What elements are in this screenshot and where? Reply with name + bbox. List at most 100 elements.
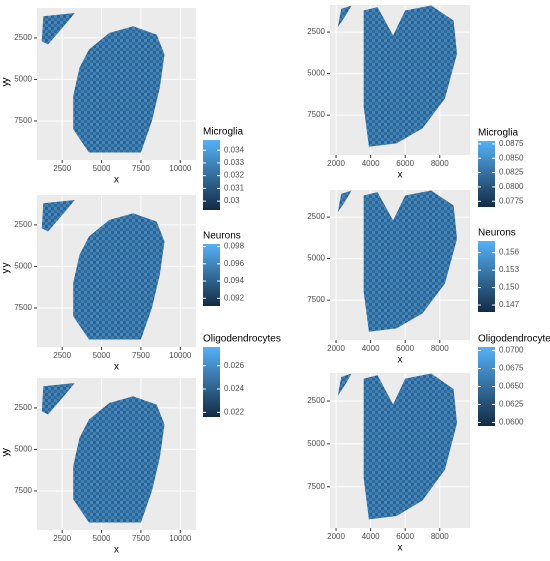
legend-tick-label: 0.034 — [224, 145, 245, 154]
legend-tick-label: 0.098 — [224, 242, 245, 251]
x-tick-label: 7500 — [132, 164, 150, 173]
x-axis-label: x — [114, 362, 119, 373]
y-axis-label: y — [1, 269, 12, 274]
x-tick-label: 5000 — [93, 164, 111, 173]
legend-tick-label: 0.0650 — [499, 382, 524, 391]
y-tick-label: 2500 — [14, 33, 32, 42]
tissue-spots — [73, 213, 165, 340]
x-tick-label: 4000 — [362, 344, 380, 353]
colorbar — [203, 347, 220, 417]
legend-tick-label: 0.026 — [224, 361, 245, 370]
y-tick-label: 2500 — [14, 220, 32, 229]
y-axis-label: y — [1, 263, 12, 268]
y-tick-label: 7500 — [307, 295, 325, 304]
legend-tick-label: 0.03 — [224, 196, 240, 205]
legend-tick-label: 0.022 — [224, 407, 245, 416]
legend-tick-label: 0.094 — [224, 276, 245, 285]
y-tick-label: 2500 — [307, 396, 325, 405]
colorbar — [478, 347, 495, 426]
x-tick-label: 2500 — [53, 351, 71, 360]
legend-tick-label: 0.153 — [499, 265, 520, 274]
x-tick-label: 4000 — [362, 532, 380, 541]
x-tick-label: 8000 — [431, 159, 449, 168]
tissue-spots — [41, 12, 75, 45]
y-tick-label: 7500 — [14, 116, 32, 125]
y-axis-label: y — [1, 82, 12, 87]
x-tick-label: 6000 — [396, 159, 414, 168]
x-tick-label: 5000 — [93, 534, 111, 543]
legend-tick-label: 0.150 — [499, 283, 520, 292]
legend-tick-label: 0.0625 — [499, 400, 524, 409]
legend-tick-label: 0.0800 — [499, 182, 524, 191]
x-axis-label: x — [114, 175, 119, 186]
colorbar — [478, 241, 495, 312]
legend-tick-label: 0.147 — [499, 300, 520, 309]
y-tick-label: 7500 — [14, 303, 32, 312]
tissue-spots — [41, 199, 75, 232]
x-tick-label: 10000 — [169, 351, 192, 360]
colorbar — [203, 140, 220, 210]
legend-tick-label: 0.033 — [224, 158, 245, 167]
y-tick-label: 7500 — [307, 482, 325, 491]
legend-title: Oligodendrocytes — [203, 334, 281, 345]
y-tick-label: 5000 — [307, 439, 325, 448]
legend-title: Microglia — [478, 128, 518, 139]
y-tick-label: 2500 — [14, 403, 32, 412]
x-tick-label: 5000 — [93, 351, 111, 360]
x-axis-label: x — [398, 170, 403, 181]
legend-tick-label: 0.0825 — [499, 168, 524, 177]
y-axis-label: y — [1, 448, 12, 453]
y-tick-label: 5000 — [14, 75, 32, 84]
legend-tick-label: 0.096 — [224, 259, 245, 268]
x-tick-label: 10000 — [169, 164, 192, 173]
tissue-spots — [363, 190, 458, 332]
x-tick-label: 6000 — [396, 532, 414, 541]
legend-tick-label: 0.0775 — [499, 196, 524, 205]
tissue-spots — [337, 190, 352, 213]
x-tick-label: 2000 — [327, 159, 345, 168]
legend-tick-label: 0.156 — [499, 248, 520, 257]
legend-tick-label: 0.092 — [224, 293, 245, 302]
tissue-spots — [363, 373, 458, 520]
tissue-spots — [363, 5, 458, 147]
legend-tick-label: 0.024 — [224, 384, 245, 393]
y-axis-label: y — [1, 78, 12, 83]
legend-tick-label: 0.032 — [224, 171, 245, 180]
y-tick-label: 5000 — [14, 445, 32, 454]
tissue-spots — [337, 5, 352, 28]
legend-title: Neurons — [203, 231, 241, 242]
tissue-spots — [337, 373, 352, 396]
y-tick-label: 5000 — [14, 262, 32, 271]
x-tick-label: 4000 — [362, 159, 380, 168]
x-tick-label: 2000 — [327, 344, 345, 353]
colorbar — [478, 141, 495, 207]
legend-title: Microglia — [203, 127, 243, 138]
legend-title: Neurons — [478, 228, 516, 239]
y-tick-label: 2500 — [307, 212, 325, 221]
legend-tick-label: 0.0875 — [499, 139, 524, 148]
x-tick-label: 10000 — [169, 534, 192, 543]
legend-tick-label: 0.0675 — [499, 364, 524, 373]
legend-tick-label: 0.0700 — [499, 346, 524, 355]
legend-tick-label: 0.031 — [224, 183, 245, 192]
legend-tick-label: 0.0850 — [499, 153, 524, 162]
x-tick-label: 7500 — [132, 534, 150, 543]
x-tick-label: 6000 — [396, 344, 414, 353]
y-tick-label: 7500 — [307, 110, 325, 119]
x-axis-label: x — [398, 355, 403, 366]
x-tick-label: 8000 — [431, 344, 449, 353]
y-tick-label: 5000 — [307, 69, 325, 78]
x-tick-label: 8000 — [431, 532, 449, 541]
tissue-spots — [73, 396, 165, 523]
legend-tick-label: 0.0600 — [499, 418, 524, 427]
x-axis-label: x — [114, 545, 119, 556]
legend-title: Oligodendrocytes — [478, 334, 550, 345]
colorbar — [203, 244, 220, 306]
x-tick-label: 2000 — [327, 532, 345, 541]
y-axis-label: y — [1, 452, 12, 457]
y-tick-label: 5000 — [307, 254, 325, 263]
x-axis-label: x — [398, 543, 403, 554]
y-tick-label: 2500 — [307, 27, 325, 36]
x-tick-label: 7500 — [132, 351, 150, 360]
